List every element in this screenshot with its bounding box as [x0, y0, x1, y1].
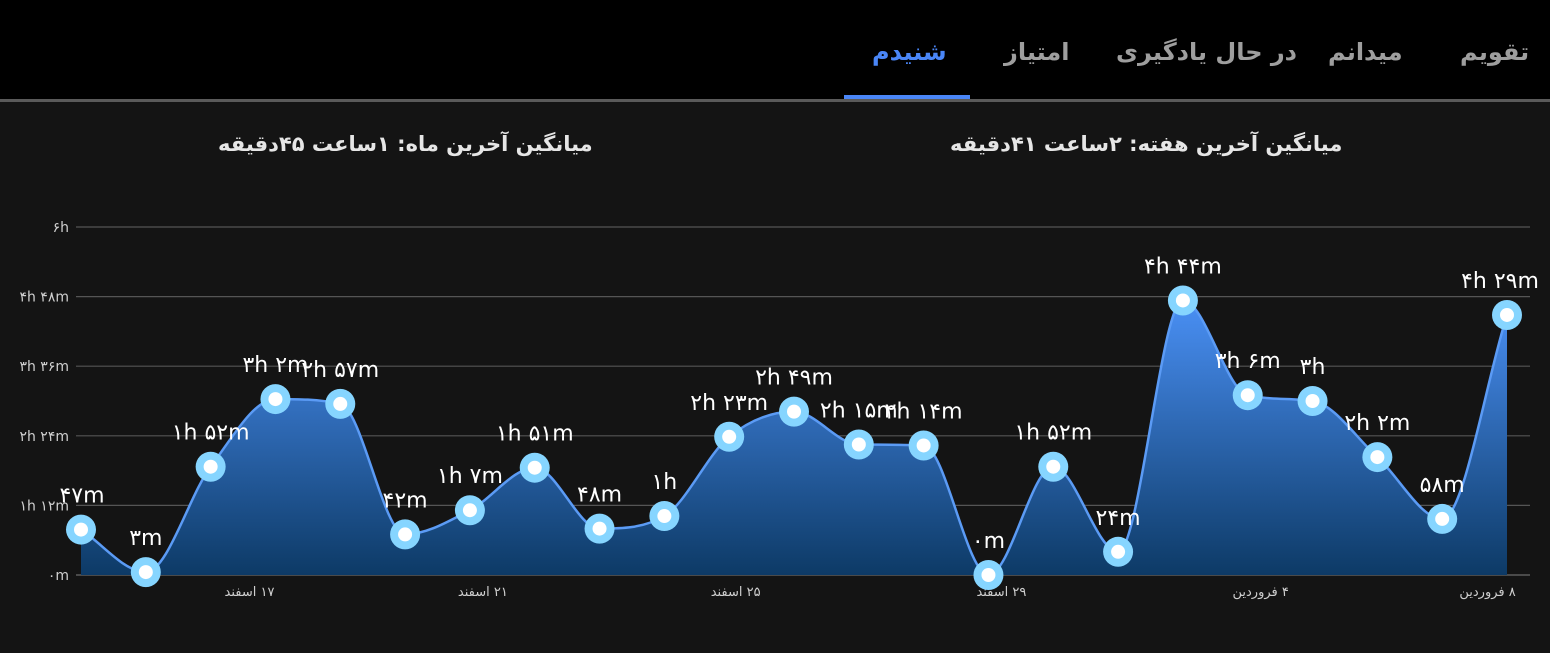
- data-label: ۰m: [972, 529, 1005, 554]
- data-point[interactable]: [1167, 285, 1198, 316]
- data-label: ۴۷m: [59, 484, 104, 509]
- data-label: ۲h ۱۵m: [820, 399, 898, 424]
- data-label: ۴۸m: [577, 483, 622, 508]
- data-point[interactable]: [195, 451, 226, 482]
- data-label: ۲h ۲۳m: [690, 391, 768, 416]
- y-tick-label: ۶h: [53, 220, 69, 236]
- data-point[interactable]: [584, 513, 615, 544]
- data-point[interactable]: [908, 430, 939, 461]
- data-point[interactable]: [973, 560, 1004, 590]
- data-label: ۵۸m: [1420, 473, 1465, 498]
- series-area: [81, 300, 1507, 575]
- y-tick-label: ۳h ۳۶m: [19, 359, 69, 375]
- y-axis-labels: ۰m ۱h ۱۲m ۲h ۲۴m ۳h ۳۶m ۴h ۴۸m ۶h: [19, 220, 69, 584]
- data-label: ۱h ۷m: [437, 464, 503, 489]
- data-label: ۳h ۶m: [1215, 349, 1281, 374]
- x-axis-labels: ۱۷ اسفند ۲۱ اسفند ۲۵ اسفند ۲۹ اسفند ۴ فروردی…: [225, 585, 1516, 600]
- data-point[interactable]: [390, 519, 421, 550]
- data-label: ۳h ۲m: [242, 353, 308, 378]
- data-label: ۲h ۴۹m: [755, 366, 833, 391]
- data-point[interactable]: [714, 421, 745, 452]
- tab-known[interactable]: میدانم: [1328, 38, 1403, 66]
- active-tab-indicator: [844, 95, 970, 100]
- data-point[interactable]: [66, 514, 96, 545]
- y-tick-label: ۲h ۲۴m: [19, 429, 69, 445]
- data-point[interactable]: [454, 495, 485, 526]
- tab-divider: [0, 99, 1550, 102]
- data-points: [66, 285, 1522, 590]
- x-tick-label: ۲۱ اسفند: [458, 585, 508, 600]
- x-tick-label: ۱۷ اسفند: [225, 585, 275, 600]
- data-label: ۴h ۲۹m: [1461, 269, 1539, 294]
- data-point[interactable]: [843, 429, 874, 460]
- y-tick-label: ۴h ۴۸m: [19, 290, 69, 306]
- data-point[interactable]: [1492, 299, 1522, 330]
- data-label: ۲h ۲m: [1344, 411, 1410, 436]
- data-label: ۱h: [651, 470, 677, 495]
- x-tick-label: ۲۵ اسفند: [711, 585, 761, 600]
- data-label: ۳m: [129, 526, 162, 551]
- month-average-text: میانگین آخرین ماه: ۱ساعت ۴۵دقیقه: [218, 132, 593, 156]
- y-tick-label: ۰m: [48, 568, 69, 584]
- data-point[interactable]: [1038, 451, 1069, 482]
- data-point[interactable]: [1297, 386, 1328, 416]
- y-tick-label: ۱h ۱۲m: [19, 498, 69, 514]
- data-label: ۱h ۵۱m: [496, 422, 574, 447]
- x-tick-label: ۴ فروردین: [1233, 585, 1289, 600]
- tab-calendar[interactable]: تقویم: [1460, 38, 1530, 66]
- data-point[interactable]: [1103, 536, 1134, 567]
- data-label: ۱h ۵۲m: [172, 421, 250, 446]
- data-label: ۲h ۱۴m: [885, 399, 963, 424]
- data-point[interactable]: [1362, 442, 1393, 473]
- data-label: ۴h ۴۴m: [1144, 254, 1222, 279]
- data-point[interactable]: [649, 501, 680, 532]
- data-label: ۲۴m: [1096, 506, 1141, 531]
- tab-heard[interactable]: شنیدم: [872, 38, 947, 66]
- data-point[interactable]: [1427, 503, 1458, 534]
- data-label: ۱h ۵۲m: [1014, 421, 1092, 446]
- data-point[interactable]: [519, 452, 550, 483]
- data-point[interactable]: [325, 388, 356, 419]
- data-label: ۴۲m: [383, 488, 428, 513]
- week-average-text: میانگین آخرین هفته: ۲ساعت ۴۱دقیقه: [950, 132, 1343, 156]
- tab-bar: تقویم میدانم در حال یادگیری امتیاز شنیدم: [0, 0, 1550, 100]
- data-point[interactable]: [130, 557, 161, 588]
- tab-score[interactable]: امتیاز: [1004, 38, 1070, 66]
- data-point[interactable]: [1232, 380, 1263, 411]
- data-label: ۳h: [1300, 355, 1326, 380]
- tab-learning[interactable]: در حال یادگیری: [1116, 38, 1297, 66]
- data-point[interactable]: [260, 384, 291, 415]
- x-tick-label: ۸ فروردین: [1459, 585, 1515, 600]
- data-label: ۲h ۵۷m: [301, 358, 379, 383]
- data-point[interactable]: [779, 396, 809, 427]
